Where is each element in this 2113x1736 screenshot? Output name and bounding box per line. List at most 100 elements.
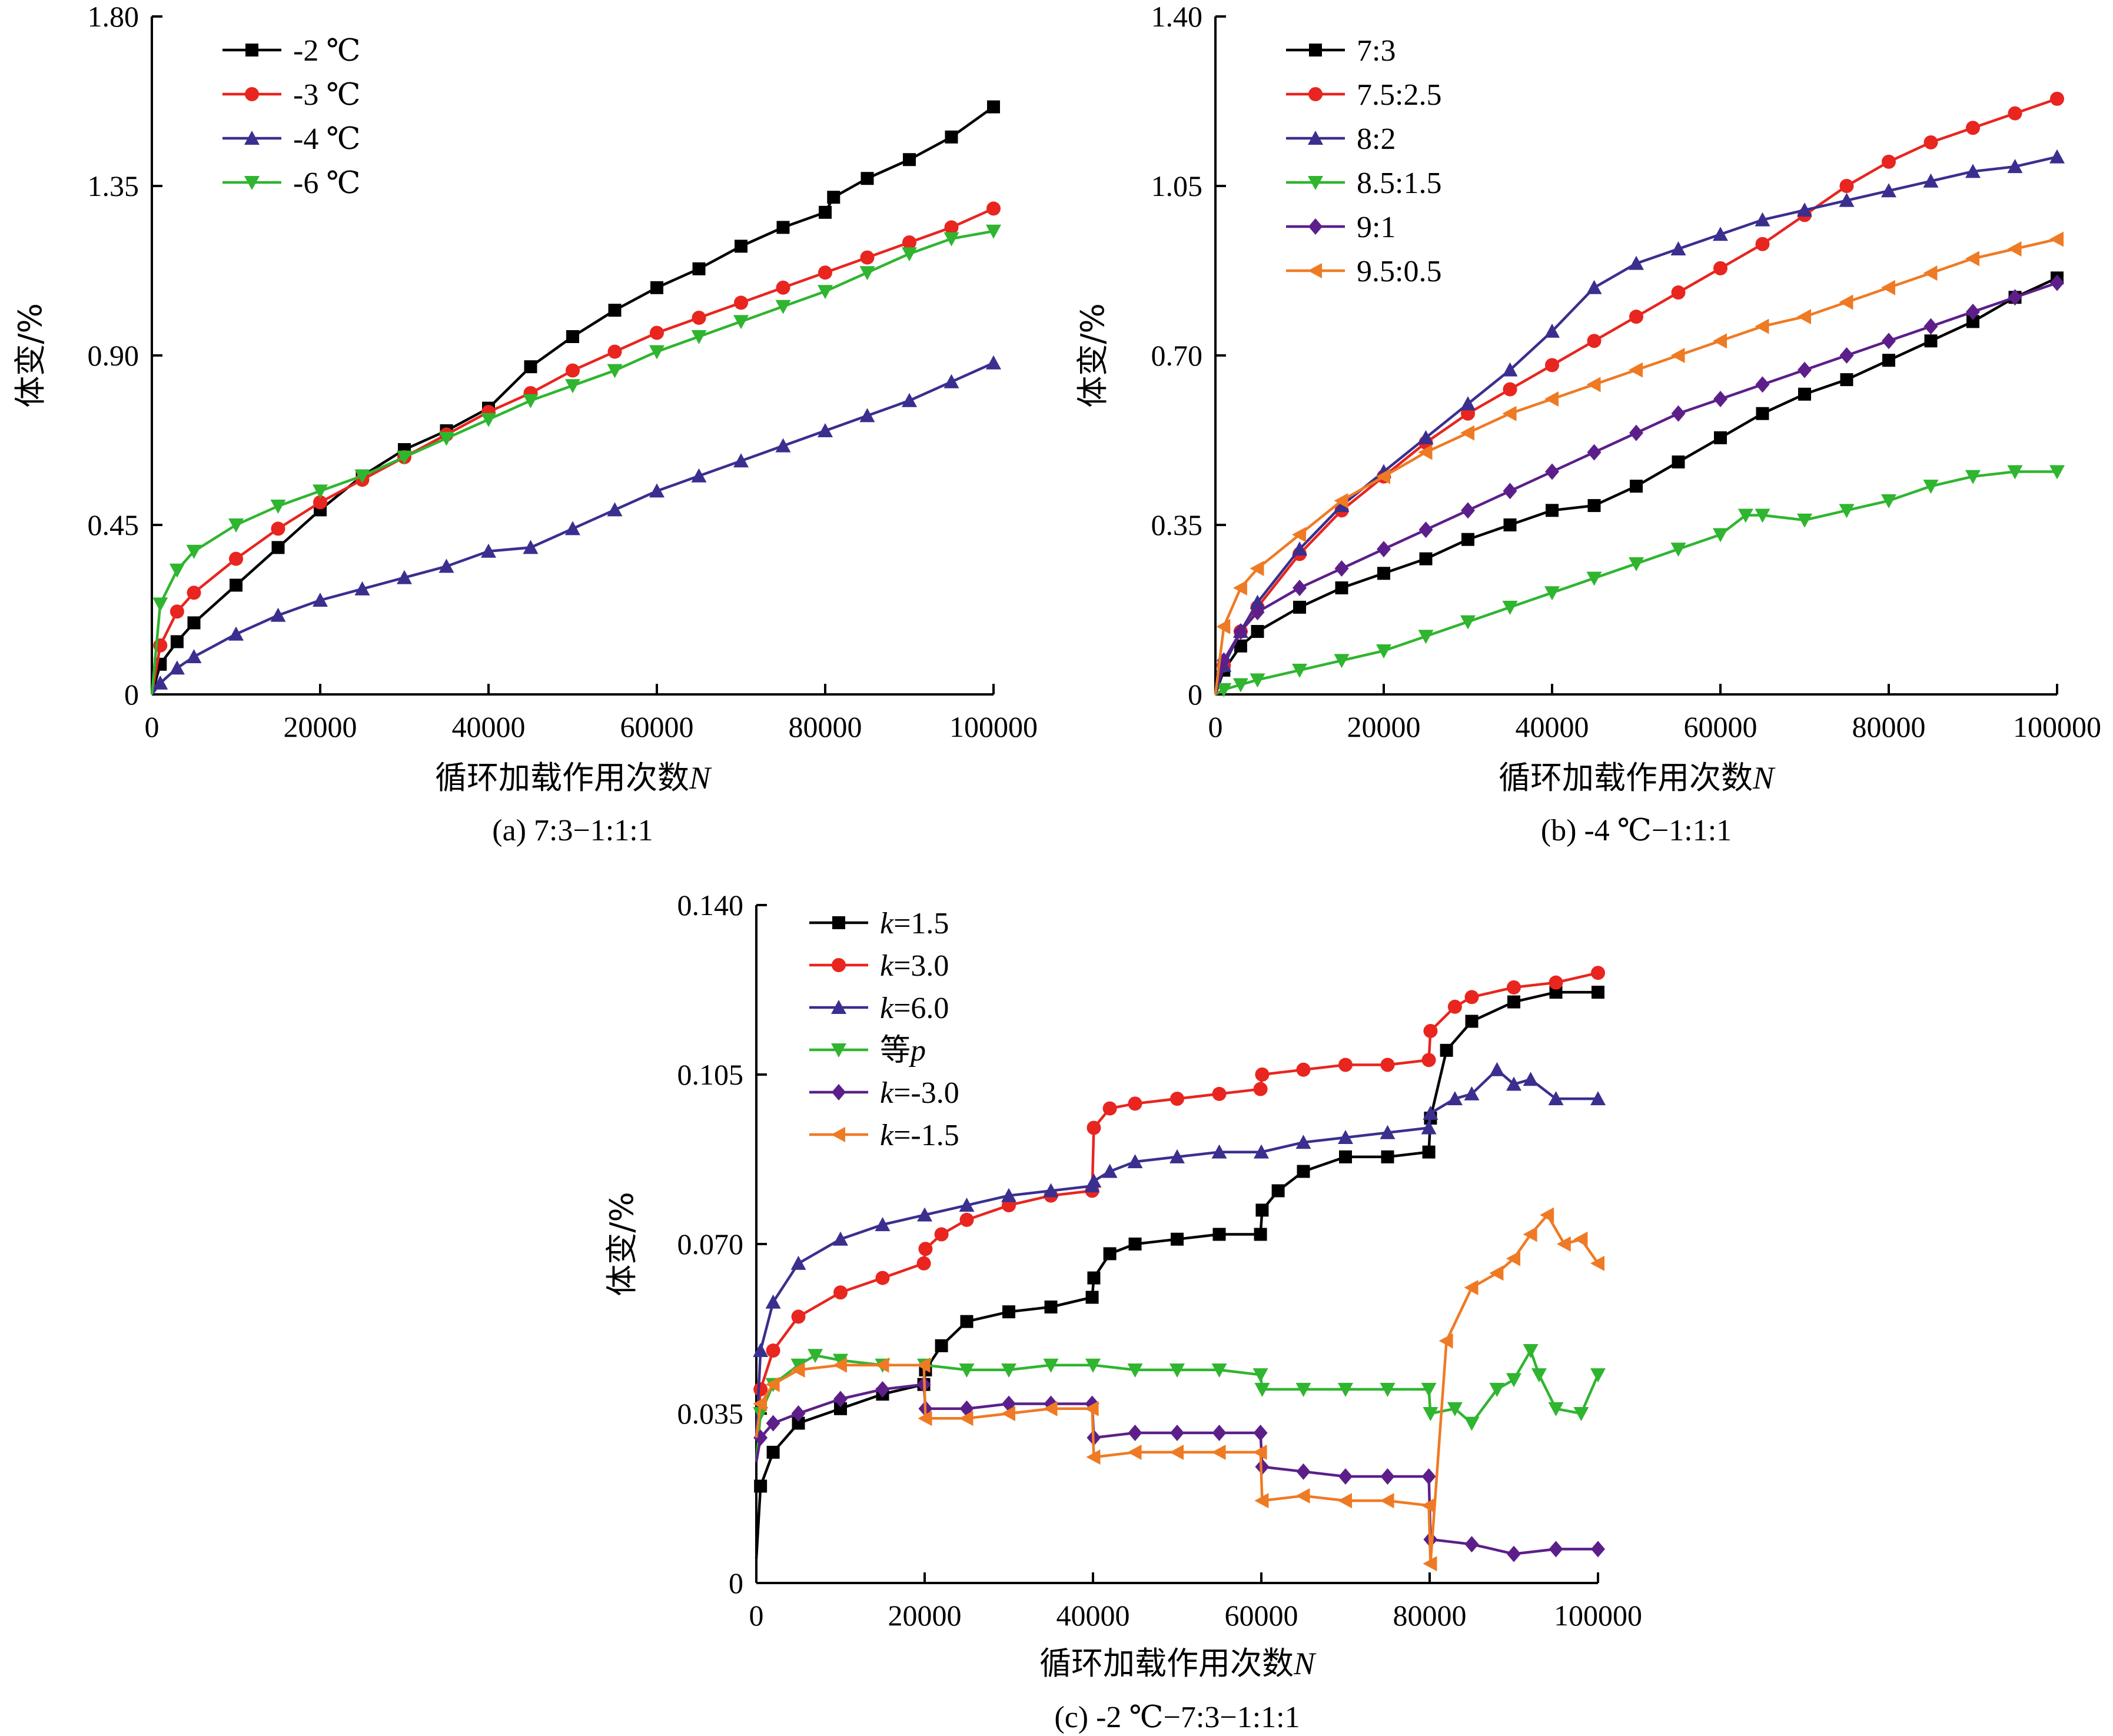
data-point <box>228 626 244 641</box>
series-group <box>151 355 1001 696</box>
data-point <box>524 360 537 374</box>
data-point <box>649 345 665 360</box>
data-point <box>566 363 580 378</box>
data-point <box>1630 480 1643 493</box>
data-point <box>1755 376 1770 393</box>
legend-label-text: 9.5:0.5 <box>1357 255 1441 288</box>
y-tick-label: 0.90 <box>88 339 139 372</box>
data-point <box>934 1227 949 1242</box>
data-point <box>1923 318 1938 335</box>
data-point <box>1839 347 1854 364</box>
data-point <box>692 262 706 275</box>
data-point <box>1671 285 1686 300</box>
data-point <box>1212 1424 1227 1441</box>
data-point <box>1297 1165 1310 1178</box>
data-point <box>765 1376 780 1392</box>
data-point <box>1127 1444 1142 1460</box>
data-point <box>1251 625 1264 638</box>
data-point <box>1713 227 1728 241</box>
data-point <box>902 235 916 250</box>
data-point <box>1506 1251 1520 1266</box>
x-tick-label: 20000 <box>284 710 357 743</box>
data-point <box>1840 373 1853 387</box>
legend-label-prefix: 等 <box>880 1033 911 1068</box>
data-point <box>1586 280 1602 294</box>
data-point <box>1755 212 1770 227</box>
data-point <box>230 578 242 592</box>
data-point <box>1713 261 1727 275</box>
data-point <box>2007 465 2023 480</box>
data-point <box>960 1315 974 1328</box>
data-point <box>1127 1363 1143 1378</box>
data-point <box>1252 1444 1267 1460</box>
data-point <box>1232 678 1248 693</box>
x-axis-title-text: 循环加载作用次数 <box>435 759 689 796</box>
data-point <box>766 1343 780 1358</box>
legend-label: 9:1 <box>1357 211 1396 244</box>
x-tick-label: 40000 <box>1516 710 1589 743</box>
data-point <box>943 374 959 388</box>
series-group <box>753 1207 1604 1572</box>
data-point <box>916 1357 931 1373</box>
y-tick-label: 0.105 <box>677 1058 744 1091</box>
x-axis-title: 循环加载作用次数N <box>1499 759 1776 796</box>
data-point <box>1839 179 1854 193</box>
data-point <box>1232 580 1247 596</box>
legend-label-variable: p <box>908 1034 926 1067</box>
series-group <box>753 966 1605 1438</box>
x-axis-title: 循环加载作用次数N <box>435 759 712 796</box>
data-point <box>1587 444 1602 461</box>
data-point <box>1839 504 1855 518</box>
data-point <box>186 649 202 663</box>
y-tick-label: 0.45 <box>88 508 139 541</box>
data-point <box>1087 1120 1101 1135</box>
data-point <box>916 1256 931 1271</box>
data-point <box>818 265 832 280</box>
data-point <box>861 172 874 185</box>
data-point <box>313 484 328 499</box>
data-point <box>523 394 539 408</box>
legend-marker <box>245 44 258 56</box>
x-tick-label: 60000 <box>1225 1599 1298 1632</box>
legend-label-variable: k <box>880 992 894 1025</box>
legend-marker <box>1309 44 1322 56</box>
legend-marker <box>832 958 846 972</box>
data-point <box>1573 1407 1589 1421</box>
data-point <box>608 304 622 317</box>
data-point <box>1965 470 1981 484</box>
data-point <box>1250 594 1265 609</box>
data-point <box>1253 1424 1268 1441</box>
series-line <box>150 230 994 695</box>
data-point <box>1489 1382 1505 1397</box>
data-point <box>1460 425 1474 441</box>
data-point <box>2050 274 2064 291</box>
data-point <box>1128 1424 1142 1441</box>
data-point <box>481 543 496 558</box>
data-point <box>1591 966 1605 980</box>
data-point <box>1254 1493 1269 1509</box>
legend-marker <box>244 176 260 190</box>
data-point <box>1421 1382 1437 1397</box>
data-point <box>1216 618 1231 634</box>
y-tick-label: 1.40 <box>1151 0 1203 33</box>
data-point <box>313 593 328 607</box>
data-point <box>170 604 184 619</box>
data-point <box>1548 1091 1564 1106</box>
legend-label: -2 ℃ <box>293 34 361 68</box>
data-point <box>790 1255 806 1270</box>
legend-label-variable: k <box>880 1076 894 1110</box>
data-point <box>833 1357 847 1373</box>
x-tick-label: 20000 <box>1347 710 1421 743</box>
data-point <box>691 330 707 344</box>
data-point <box>1377 541 1391 558</box>
data-point <box>1334 493 1348 508</box>
data-point <box>1549 1541 1563 1558</box>
legend-label-variable: k <box>880 907 894 940</box>
data-point <box>1086 1449 1101 1465</box>
legend-label-text: 9:1 <box>1357 211 1396 244</box>
data-point <box>733 453 749 468</box>
data-point <box>1556 1236 1571 1252</box>
data-point <box>1923 480 1939 494</box>
data-point <box>187 616 201 630</box>
data-point <box>1254 1228 1267 1241</box>
